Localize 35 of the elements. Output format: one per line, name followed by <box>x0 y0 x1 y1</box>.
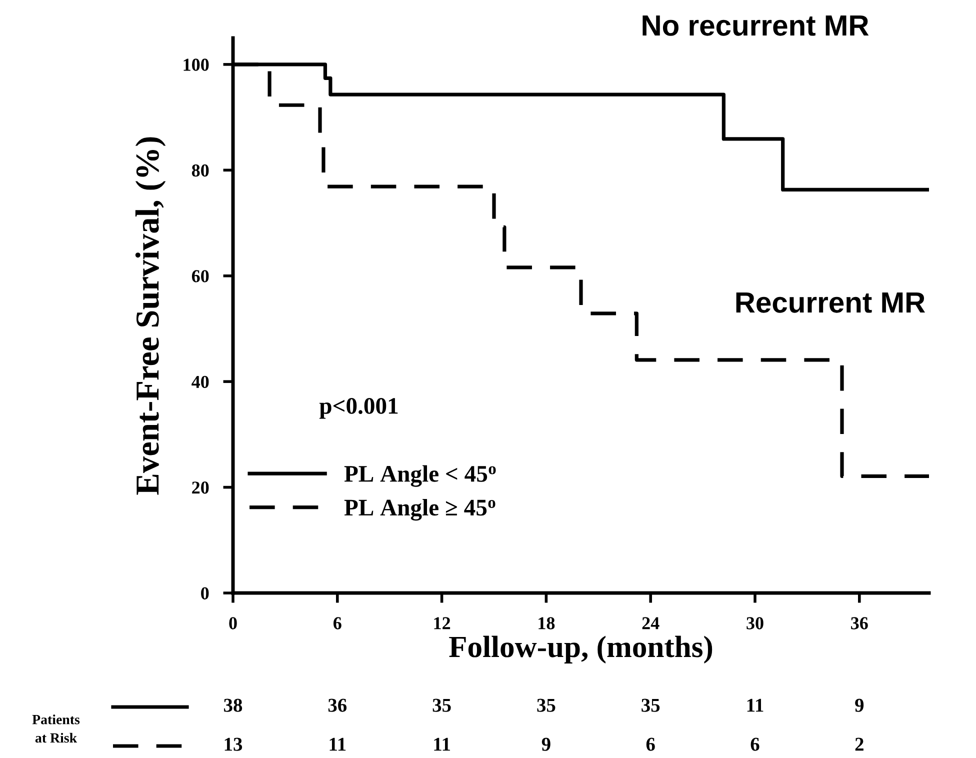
y-tick-label: 100 <box>184 58 209 71</box>
x-tick-label: 18 <box>538 617 555 630</box>
x-tick-label: 0 <box>229 617 237 630</box>
text: 35 <box>642 698 660 712</box>
x-tick-label: 36 <box>851 617 868 630</box>
x-axis-title: Follow-up, (months) <box>449 636 712 664</box>
text: 9 <box>542 738 550 751</box>
text: 6 <box>750 738 760 751</box>
text: 11 <box>434 738 450 751</box>
x-tick-label: 12 <box>434 617 450 630</box>
text: Patients at Risk <box>32 714 80 743</box>
text: 11 <box>747 698 764 712</box>
y-tick-label: 60 <box>192 270 209 282</box>
text: 38 <box>224 698 242 712</box>
annotation: Recurrent MR <box>736 292 926 313</box>
y-tick-label: 20 <box>192 482 209 494</box>
text: 2 <box>855 738 864 751</box>
legend-label: PL Angle < 45$^{o}$ <box>344 465 496 487</box>
y-tick-label: 0 <box>201 587 209 600</box>
x-tick-label: 30 <box>746 617 764 630</box>
y-tick-label: 40 <box>192 376 209 388</box>
text: No recurrent MR <box>642 15 869 36</box>
legend-label: PL Angle ≥ 45$^{o}$ <box>344 499 496 521</box>
x-tick-label: 6 <box>334 617 342 630</box>
text: 9 <box>855 698 864 712</box>
text: 11 <box>330 738 346 751</box>
text: 13 <box>224 738 242 751</box>
y-axis-title: Event-Free Survival, (%) <box>135 137 166 495</box>
text: 35 <box>537 698 556 712</box>
text: 35 <box>432 698 451 712</box>
y-tick-label: 80 <box>192 164 209 177</box>
text: 36 <box>328 698 347 712</box>
annotation: p<0.001 <box>319 398 398 419</box>
x-tick-label: 24 <box>642 617 660 630</box>
text: 6 <box>646 738 655 751</box>
